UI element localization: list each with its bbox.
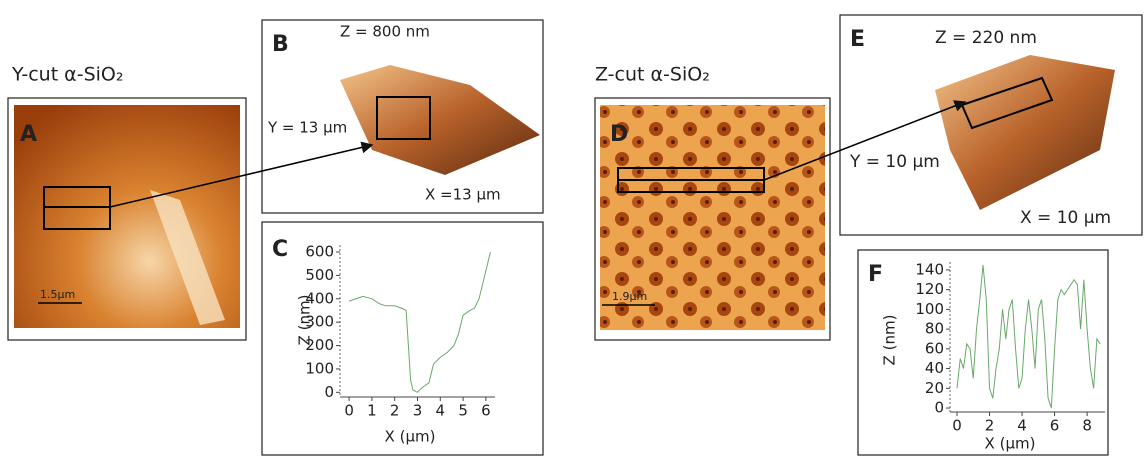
x-tick-label: 1 — [367, 402, 377, 420]
x-tick-label: 6 — [1050, 417, 1060, 435]
axis-note: Y = 13 µm — [267, 119, 347, 137]
y-tick-label: 20 — [925, 379, 944, 397]
x-tick-label: 0 — [344, 402, 354, 420]
profile-line — [349, 252, 490, 392]
page: Y-cut α-SiO₂ A 1.5µm B Z = 800 nm Y = 13… — [0, 0, 1146, 459]
scale-label: 1.5µm — [40, 288, 75, 301]
figure: Y-cut α-SiO₂ A 1.5µm B Z = 800 nm Y = 13… — [0, 0, 1146, 459]
axis-note: X = 10 µm — [1020, 208, 1111, 228]
panel-label: C — [272, 237, 288, 262]
y-tick-label: 500 — [305, 266, 334, 284]
x-tick-label: 3 — [413, 402, 423, 420]
x-tick-label: 2 — [985, 417, 995, 435]
profile-line — [957, 265, 1100, 408]
x-tick-label: 2 — [390, 402, 400, 420]
x-tick-label: 8 — [1082, 417, 1092, 435]
y-tick-label: 140 — [915, 260, 944, 278]
sample-label: Z-cut α-SiO₂ — [595, 64, 710, 86]
y-tick-label: 600 — [305, 243, 334, 261]
y-axis-title: Z (nm) — [296, 295, 314, 346]
panel-label: A — [20, 122, 37, 147]
x-tick-label: 4 — [1017, 417, 1027, 435]
axis-note: Z = 220 nm — [935, 28, 1037, 48]
y-tick-label: 0 — [934, 399, 944, 417]
x-axis-title: X (µm) — [985, 435, 1036, 453]
afm-3d — [340, 65, 540, 175]
scale-label: 1.9µm — [612, 290, 647, 303]
x-axis-title: X (µm) — [385, 428, 436, 446]
panel-label: E — [850, 27, 865, 52]
panel-label: B — [272, 32, 289, 57]
y-tick-label: 100 — [915, 300, 944, 318]
x-tick-label: 6 — [481, 402, 491, 420]
axis-note: Y = 10 µm — [849, 152, 940, 172]
panel-label: F — [868, 262, 883, 287]
y-tick-label: 60 — [925, 339, 944, 357]
y-axis-title: Z (nm) — [881, 315, 899, 366]
x-tick-label: 4 — [436, 402, 446, 420]
x-tick-label: 0 — [952, 417, 962, 435]
sample-label: Y-cut α-SiO₂ — [11, 64, 123, 86]
axis-note: Z = 800 nm — [340, 23, 430, 41]
y-tick-label: 40 — [925, 359, 944, 377]
panel-label: D — [610, 122, 628, 147]
x-tick-label: 5 — [458, 402, 468, 420]
y-tick-label: 0 — [324, 383, 334, 401]
afm-3d — [935, 55, 1115, 210]
axis-note: X =13 µm — [425, 186, 501, 204]
y-tick-label: 80 — [925, 320, 944, 338]
y-tick-label: 120 — [915, 280, 944, 298]
y-tick-label: 100 — [305, 359, 334, 377]
